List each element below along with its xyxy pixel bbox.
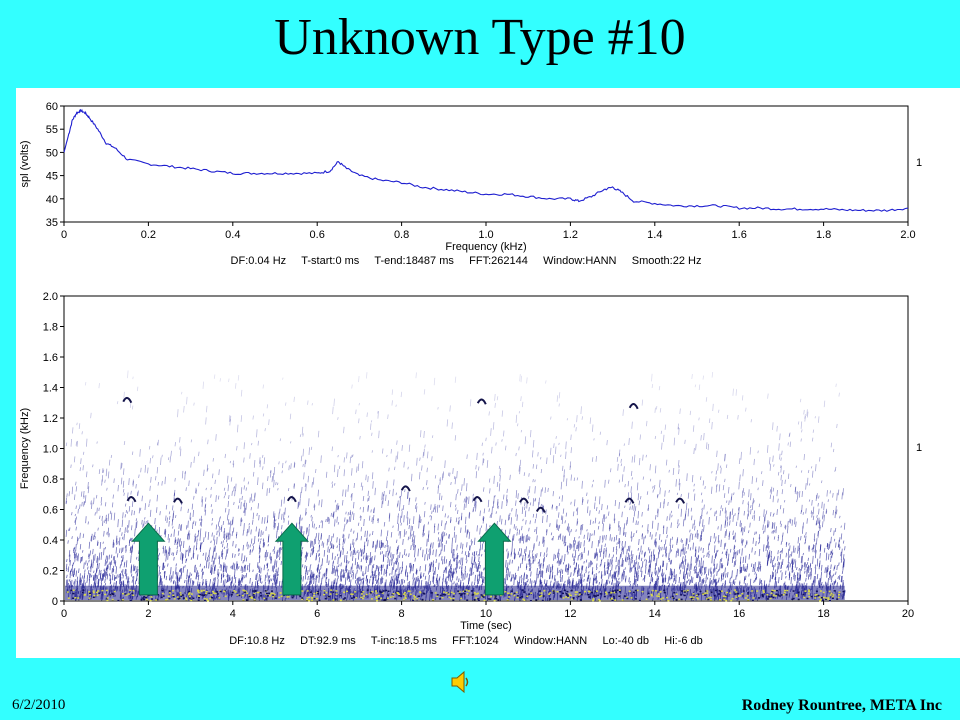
spectrogram-event-mark xyxy=(535,506,546,513)
spectrogram-x-tick-label: 20 xyxy=(902,608,914,620)
spectrum-y-tick-label: 55 xyxy=(46,124,58,136)
spectrogram-channel-label: 1 xyxy=(916,442,922,454)
spectrogram-info-line: DF:10.8 Hz DT:92.9 ms T-inc:18.5 ms FFT:… xyxy=(229,635,703,647)
spectrogram-y-tick-label: 1.4 xyxy=(43,383,58,395)
spectrum-x-tick-label: 0 xyxy=(61,229,67,241)
spectrogram-y-tick-label: 0.6 xyxy=(43,505,58,517)
spectrum-x-tick-label: 1.6 xyxy=(732,229,747,241)
spectrum-y-axis-label: spl (volts) xyxy=(19,140,31,187)
spectrum-plot-area xyxy=(63,105,909,223)
spectrogram-event-mark xyxy=(624,497,635,504)
spectrum-channel-label: 1 xyxy=(916,157,922,169)
spectrogram-event-mark xyxy=(628,403,639,410)
spectrogram-event-mark xyxy=(675,497,686,504)
spectrogram-y-tick-label: 0.4 xyxy=(43,535,58,547)
spectrogram-event-mark xyxy=(126,496,137,503)
spectrum-y-tick-label: 35 xyxy=(46,217,58,229)
spectrogram-x-tick-label: 18 xyxy=(817,608,829,620)
spectrum-x-tick-label: 1.0 xyxy=(478,229,493,241)
slide-author: Rodney Rountree, META Inc xyxy=(741,697,942,714)
spectrum-series-line xyxy=(63,108,909,212)
annotation-arrow xyxy=(274,522,310,596)
spectrum-x-tick-label: 0.8 xyxy=(394,229,409,241)
spectrogram-y-tick-label: 1.2 xyxy=(43,413,58,425)
spectrogram-y-tick-label: 0.8 xyxy=(43,474,58,486)
spectrum-info-line: DF:0.04 Hz T-start:0 ms T-end:18487 ms F… xyxy=(231,255,702,267)
spectrogram-x-tick-label: 12 xyxy=(564,608,576,620)
spectrogram-event-mark xyxy=(122,396,133,404)
spectrogram-y-tick-label: 0 xyxy=(52,596,58,608)
spectrum-x-tick-label: 0.6 xyxy=(310,229,325,241)
spectrogram-event-mark xyxy=(286,496,297,503)
spectrogram-x-tick-label: 4 xyxy=(230,608,236,620)
spectrogram-x-tick-label: 2 xyxy=(145,608,151,620)
spectrogram-y-tick-label: 1.8 xyxy=(43,322,58,334)
spectrogram-low-band-highlights xyxy=(66,589,845,602)
spectrogram-x-tick-label: 8 xyxy=(399,608,405,620)
chart-canvas: 0 0.2 0.4 0.6 0.8 1.0 1.2 1.4 1.6 1.8 2.0354045505… xyxy=(19,101,922,647)
spectrum-y-tick-label: 40 xyxy=(46,194,58,206)
spectrogram-y-tick-label: 1.6 xyxy=(43,352,58,364)
spectrogram-x-tick-label: 16 xyxy=(733,608,745,620)
spectrogram-y-tick-label: 0.2 xyxy=(43,566,58,578)
spectrogram-event-mark xyxy=(472,496,483,503)
spectrum-y-tick-label: 60 xyxy=(46,101,58,113)
spectrogram-event-mark xyxy=(173,497,183,504)
annotation-arrow xyxy=(131,522,166,596)
spectrum-x-axis-label: Frequency (kHz) xyxy=(445,241,526,253)
spectrogram-x-axis-label: Time (sec) xyxy=(460,620,512,632)
spectrum-y-tick-label: 50 xyxy=(46,147,58,159)
annotation-arrow xyxy=(477,522,512,596)
slide-title: Unknown Type #10 xyxy=(274,9,686,66)
spectrogram-event-mark xyxy=(519,497,529,504)
spectrum-x-tick-label: 0.2 xyxy=(141,229,156,241)
spectrum-x-tick-label: 2.0 xyxy=(900,229,915,241)
figure-panel: 0 0.2 0.4 0.6 0.8 1.0 1.2 1.4 1.6 1.8 2.0 35 40 45 50 5… xyxy=(16,88,960,658)
spectrogram-x-tick-label: 10 xyxy=(480,608,492,620)
spectrum-x-tick-label: 1.8 xyxy=(816,229,831,241)
spectrogram-x-tick-label: 14 xyxy=(649,608,661,620)
spectrum-x-tick-label: 0.4 xyxy=(225,229,240,241)
spectrum-y-tick-label: 45 xyxy=(46,171,58,183)
spectrogram-y-tick-label: 2.0 xyxy=(43,291,58,303)
speaker-icon[interactable] xyxy=(450,670,472,694)
spectrogram-y-tick-label: 1.0 xyxy=(43,444,58,456)
spectrogram-event-mark xyxy=(476,398,487,405)
spectrogram-x-tick-label: 0 xyxy=(61,608,67,620)
spectrogram-event-mark xyxy=(400,485,411,492)
spectrogram-x-tick-label: 6 xyxy=(314,608,320,620)
spectrum-x-tick-label: 1.4 xyxy=(647,229,662,241)
spectrogram-y-axis-label: Frequency (kHz) xyxy=(19,408,31,489)
spectrum-x-tick-label: 1.2 xyxy=(563,229,578,241)
slide-date: 6/2/2010 xyxy=(12,697,66,713)
